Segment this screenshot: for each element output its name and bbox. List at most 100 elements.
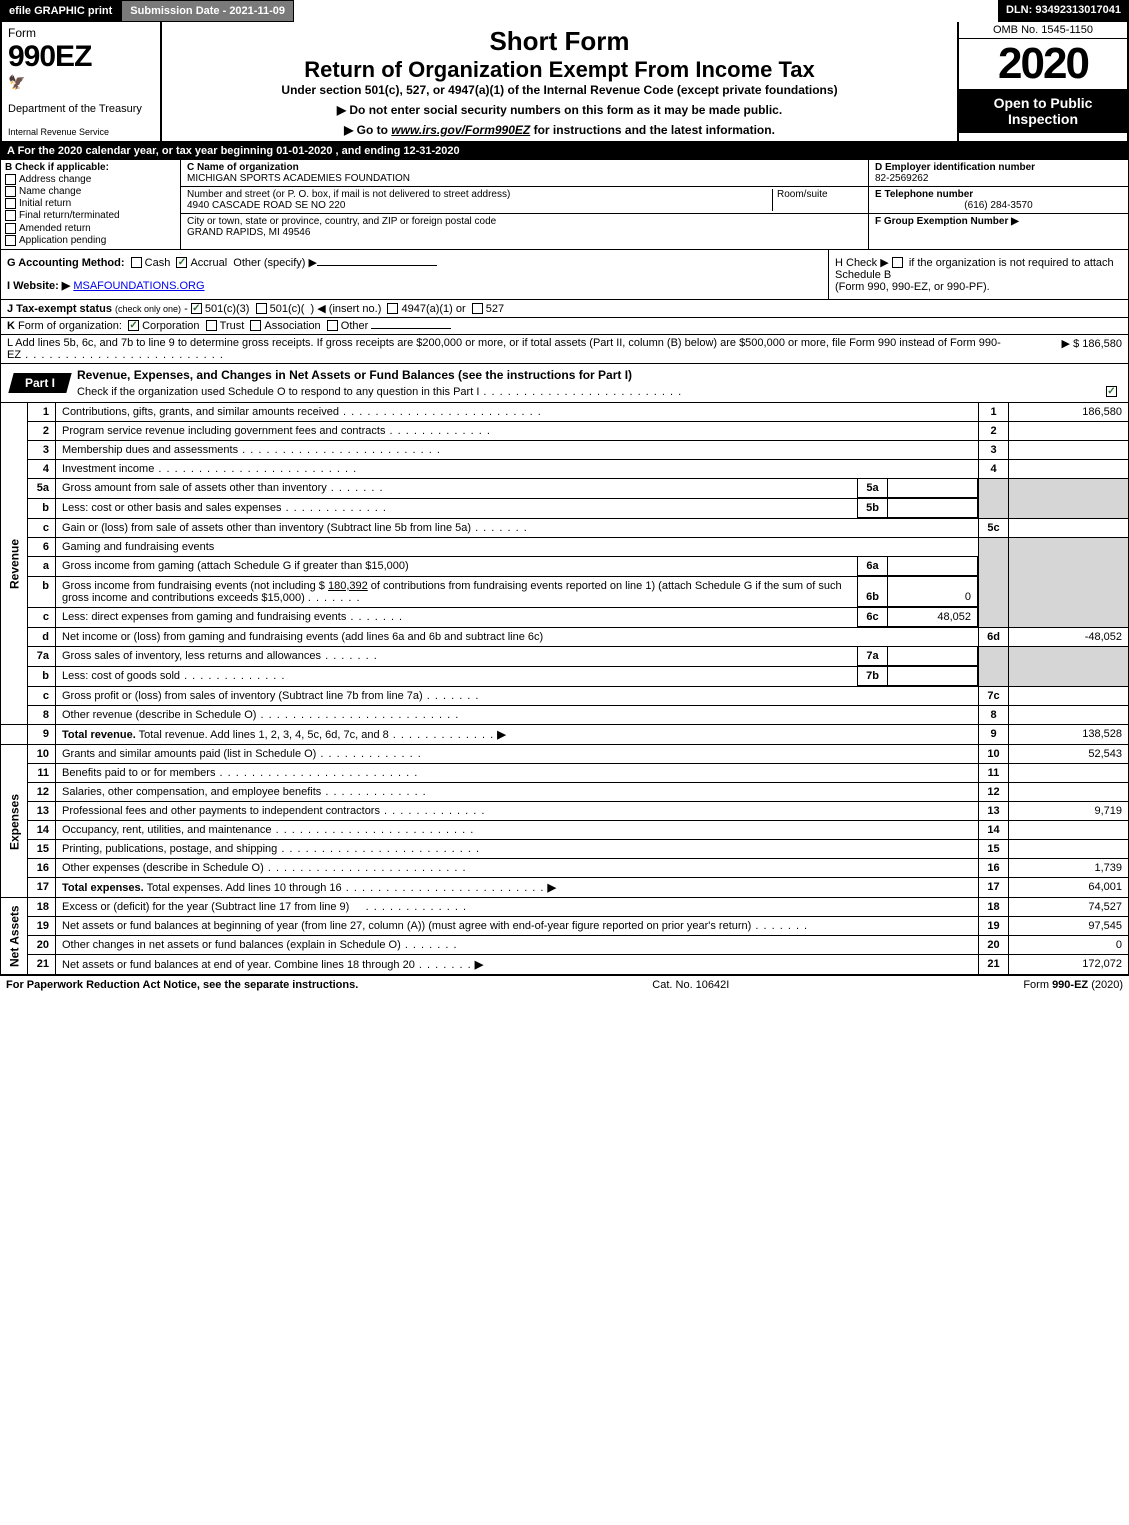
group-exemption-label: F Group Exemption Number ▶	[875, 216, 1122, 227]
cb-527[interactable]	[472, 303, 483, 314]
ln7a-desc: Gross sales of inventory, less returns a…	[56, 647, 979, 667]
ln6d-val: -48,052	[1009, 628, 1129, 647]
phone-block: E Telephone number (616) 284-3570	[869, 187, 1128, 214]
ln9-no: 9	[28, 725, 56, 745]
irs-label: Internal Revenue Service	[8, 127, 154, 137]
tax-year: 2020	[959, 39, 1127, 89]
cb-application-pending[interactable]: Application pending	[5, 235, 176, 246]
ln13-val: 9,719	[1009, 802, 1129, 821]
ln3-idx: 3	[979, 440, 1009, 459]
cb-corporation[interactable]	[128, 320, 139, 331]
org-name-value: MICHIGAN SPORTS ACADEMIES FOUNDATION	[187, 173, 862, 184]
ln4-val	[1009, 459, 1129, 478]
ln6d-desc: Net income or (loss) from gaming and fun…	[56, 628, 979, 647]
side-net-assets: Net Assets	[1, 898, 28, 975]
goto-link[interactable]: www.irs.gov/Form990EZ	[391, 123, 530, 137]
ln18-val: 74,527	[1009, 898, 1129, 917]
omb-number: OMB No. 1545-1150	[959, 22, 1127, 39]
ln5c-no: c	[28, 518, 56, 537]
return-title: Return of Organization Exempt From Incom…	[168, 57, 951, 83]
cb-association[interactable]	[250, 320, 261, 331]
ln5c-val	[1009, 518, 1129, 537]
part1-title: Revenue, Expenses, and Changes in Net As…	[69, 364, 1128, 386]
open-to-public: Open to Public Inspection	[959, 89, 1127, 133]
ln1-val: 186,580	[1009, 403, 1129, 422]
ln16-idx: 16	[979, 859, 1009, 878]
ln17-val: 64,001	[1009, 878, 1129, 898]
ln1-idx: 1	[979, 403, 1009, 422]
row-a-tax-year: A For the 2020 calendar year, or tax yea…	[0, 143, 1129, 160]
goto-suffix: for instructions and the latest informat…	[530, 123, 775, 137]
col-b-title: B Check if applicable:	[5, 162, 176, 173]
ln6c-mini-no: 6c	[858, 608, 888, 627]
ln7a-no: 7a	[28, 647, 56, 667]
ln12-val	[1009, 783, 1129, 802]
website-link[interactable]: MSAFOUNDATIONS.ORG	[73, 280, 204, 292]
ln7ab-val-shade	[1009, 647, 1129, 687]
ln5c-idx: 5c	[979, 518, 1009, 537]
ln20-idx: 20	[979, 936, 1009, 955]
ln6c-desc: Less: direct expenses from gaming and fu…	[56, 608, 979, 628]
submission-date-button[interactable]: Submission Date - 2021-11-09	[121, 0, 294, 22]
cb-accrual[interactable]	[176, 257, 187, 268]
phone-value: (616) 284-3570	[875, 200, 1122, 211]
city-label: City or town, state or province, country…	[187, 216, 862, 227]
row-gh: G Accounting Method: Cash Accrual Other …	[0, 250, 1129, 300]
ln14-no: 14	[28, 821, 56, 840]
ln6d-no: d	[28, 628, 56, 647]
cb-name-change[interactable]: Name change	[5, 186, 176, 197]
ln5a-mini-val	[888, 479, 978, 498]
cb-schedule-o-part1[interactable]	[1106, 386, 1117, 397]
ln2-val	[1009, 421, 1129, 440]
cb-address-change[interactable]: Address change	[5, 174, 176, 185]
ln5c-desc: Gain or (loss) from sale of assets other…	[56, 518, 979, 537]
cb-initial-return[interactable]: Initial return	[5, 198, 176, 209]
ln20-desc: Other changes in net assets or fund bala…	[56, 936, 979, 955]
ln17-idx: 17	[979, 878, 1009, 898]
part1-tab: Part I	[8, 373, 71, 393]
efile-print-button[interactable]: efile GRAPHIC print	[0, 0, 121, 22]
col-c-org-info: C Name of organization MICHIGAN SPORTS A…	[181, 160, 868, 249]
cb-4947[interactable]	[387, 303, 398, 314]
ln6abc-idx-shade	[979, 537, 1009, 628]
ln7c-no: c	[28, 687, 56, 706]
ln10-no: 10	[28, 745, 56, 764]
ln7b-no: b	[28, 667, 56, 687]
ln2-idx: 2	[979, 421, 1009, 440]
ln16-no: 16	[28, 859, 56, 878]
col-b-checkboxes: B Check if applicable: Address change Na…	[1, 160, 181, 249]
cb-501c[interactable]	[256, 303, 267, 314]
phone-label: E Telephone number	[875, 189, 1122, 200]
room-suite-label: Room/suite	[772, 189, 862, 211]
ln2-desc: Program service revenue including govern…	[56, 421, 979, 440]
ln10-desc: Grants and similar amounts paid (list in…	[56, 745, 979, 764]
footer-form-ref: Form 990-EZ (2020)	[1023, 979, 1123, 991]
row-g-accounting: G Accounting Method: Cash Accrual Other …	[1, 250, 828, 299]
row-i-website: I Website: ▶ MSAFOUNDATIONS.ORG	[7, 279, 822, 292]
other-org-input[interactable]	[371, 328, 451, 329]
ln21-idx: 21	[979, 955, 1009, 975]
ln5b-mini-val	[888, 499, 978, 518]
cb-501c3[interactable]	[191, 303, 202, 314]
ln6a-desc: Gross income from gaming (attach Schedul…	[56, 556, 979, 576]
page-footer: For Paperwork Reduction Act Notice, see …	[0, 975, 1129, 994]
ln7a-mini-no: 7a	[858, 647, 888, 666]
cb-final-return[interactable]: Final return/terminated	[5, 210, 176, 221]
other-specify-input[interactable]	[317, 265, 437, 266]
ein-value: 82-2569262	[875, 173, 1122, 184]
footer-cat-no: Cat. No. 10642I	[358, 979, 1023, 991]
cb-trust[interactable]	[206, 320, 217, 331]
form-header: Form 990EZ 🦅 Department of the Treasury …	[0, 22, 1129, 143]
cb-amended-return[interactable]: Amended return	[5, 223, 176, 234]
part1-sub: Check if the organization used Schedule …	[69, 386, 1128, 402]
cb-other-org[interactable]	[327, 320, 338, 331]
h-sub: (Form 990, 990-EZ, or 990-PF).	[835, 281, 1122, 293]
ln6b-no: b	[28, 576, 56, 608]
ln19-idx: 19	[979, 917, 1009, 936]
row-k-form-of-org: K Form of organization: Corporation Trus…	[0, 318, 1129, 335]
cb-schedule-b[interactable]	[892, 257, 903, 268]
col-def: D Employer identification number 82-2569…	[868, 160, 1128, 249]
treasury-seal-icon: 🦅	[8, 74, 154, 91]
cb-cash[interactable]	[131, 257, 142, 268]
ln12-desc: Salaries, other compensation, and employ…	[56, 783, 979, 802]
